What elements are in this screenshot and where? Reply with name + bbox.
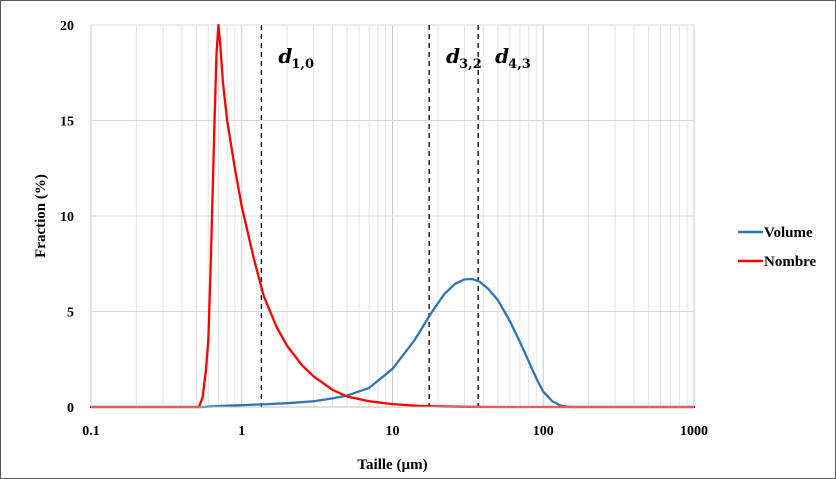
- series-layer: [89, 23, 696, 409]
- legend-label-volume: Volume: [764, 225, 813, 241]
- series-line-volume: [89, 277, 696, 409]
- y-tick-label: 10: [60, 210, 74, 225]
- x-tick-label: 1: [238, 424, 245, 439]
- series-line-nombre: [89, 23, 696, 409]
- x-tick-label: 1000: [680, 424, 708, 439]
- y-tick-labels: 0 5 10 15 20: [60, 19, 74, 416]
- y-tick-label: 0: [67, 401, 74, 416]
- vertical-line-sub-0: 1,0: [291, 57, 314, 72]
- x-axis-title: Taille (µm): [357, 457, 427, 473]
- y-tick-label: 15: [60, 115, 74, 130]
- vertical-line-label-2: d: [495, 44, 509, 68]
- vertical-line-label-0: d: [278, 44, 292, 68]
- grid-layer: [90, 24, 695, 407]
- vertical-line-sub-2: 4,3: [508, 57, 531, 72]
- legend-label-nombre: Nombre: [764, 254, 817, 270]
- x-tick-labels: 0.1 1 10 100 1000: [82, 424, 708, 439]
- legend: Volume Nombre: [738, 225, 817, 270]
- vertical-line-sub-1: 3,2: [459, 57, 482, 72]
- y-tick-label: 20: [60, 19, 74, 34]
- vertical-lines-layer: d 1,0 d 3,2 d 4,3: [260, 25, 531, 407]
- vertical-line-label-1: d: [446, 44, 460, 68]
- x-tick-label: 100: [533, 424, 554, 439]
- x-tick-label: 0.1: [82, 424, 100, 439]
- x-tick-label: 10: [386, 424, 400, 439]
- y-tick-label: 5: [67, 306, 74, 321]
- y-axis-title: Fraction (%): [33, 174, 49, 258]
